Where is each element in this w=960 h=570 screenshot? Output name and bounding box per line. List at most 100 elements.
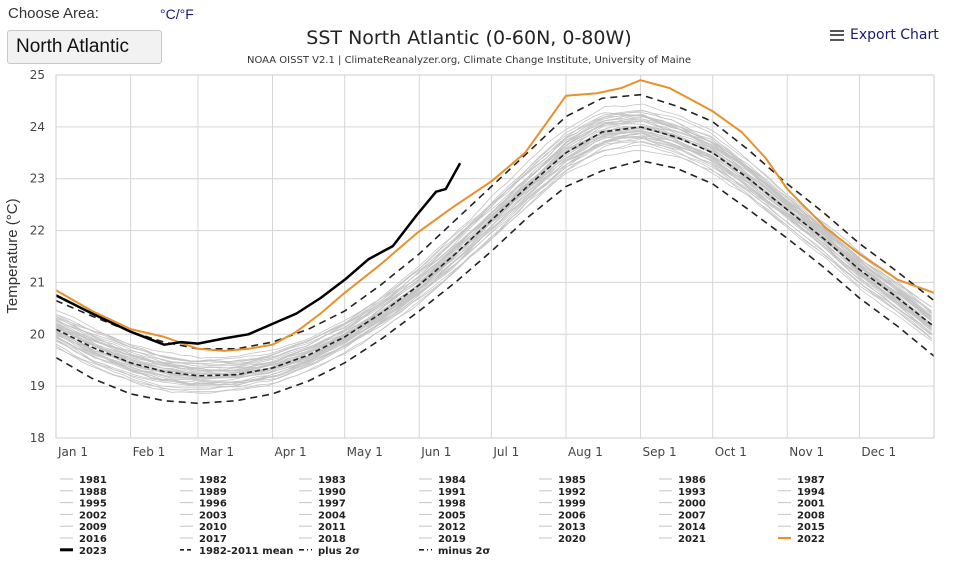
background-year-lines <box>55 103 932 394</box>
legend-item[interactable]: 2020 <box>539 534 586 545</box>
legend-item[interactable]: 2023 <box>60 546 107 557</box>
series-line-1989 <box>55 126 932 376</box>
x-tick-label: Apr 1 <box>274 445 306 459</box>
series-line-2011 <box>55 132 932 384</box>
legend-item[interactable]: 2019 <box>419 534 466 545</box>
legend-label: 1984 <box>438 475 466 486</box>
legend-item[interactable]: 1984 <box>419 475 466 486</box>
series-line-mean <box>55 126 935 377</box>
legend-item[interactable]: 2012 <box>419 522 466 533</box>
legend-item[interactable]: 2011 <box>299 522 346 533</box>
legend-item[interactable]: 2010 <box>180 522 227 533</box>
legend-item[interactable]: 2013 <box>539 522 586 533</box>
legend-item[interactable]: 2018 <box>299 534 346 545</box>
legend-item[interactable]: 1999 <box>539 499 586 510</box>
legend-label: 1999 <box>558 499 586 510</box>
legend-item[interactable]: 2009 <box>60 522 107 533</box>
legend-item[interactable]: minus 2σ <box>419 546 490 557</box>
legend-item[interactable]: 2008 <box>778 510 825 521</box>
legend-item[interactable]: plus 2σ <box>299 546 360 557</box>
series-line-1992 <box>55 138 932 386</box>
legend-item[interactable]: 1987 <box>778 475 825 486</box>
series-line-2001 <box>55 114 932 367</box>
legend-item[interactable]: 2003 <box>180 510 227 521</box>
legend-label: 2005 <box>438 510 466 521</box>
legend-item[interactable]: 2000 <box>659 499 706 510</box>
area-select[interactable]: North Atlantic <box>7 30 162 64</box>
x-tick-labels: Jan 1 Feb 1 Mar 1 Apr 1 May 1 Jun 1 Jul 1 Aug 1… <box>57 445 896 459</box>
legend-item[interactable]: 2006 <box>539 510 586 521</box>
legend-item[interactable]: 1982-2011 mean <box>180 546 293 557</box>
legend-item[interactable]: 1989 <box>180 487 227 498</box>
legend-item[interactable]: 1994 <box>778 487 825 498</box>
legend-item[interactable]: 2014 <box>659 522 706 533</box>
legend-item[interactable]: 2016 <box>60 534 107 545</box>
legend-label: 2018 <box>318 534 346 545</box>
export-chart-button[interactable]: Export Chart <box>830 27 939 43</box>
legend-item[interactable]: 1996 <box>180 499 227 510</box>
legend-label: 2010 <box>199 522 227 533</box>
legend-item[interactable]: 1990 <box>299 487 346 498</box>
legend-item[interactable]: 1981 <box>60 475 107 486</box>
legend-item[interactable]: 1982 <box>180 475 227 486</box>
legend-label: 1992 <box>558 487 586 498</box>
highlight-lines <box>55 79 935 405</box>
legend-label: 1997 <box>318 499 346 510</box>
legend-item[interactable]: 1991 <box>419 487 466 498</box>
hamburger-menu-icon <box>830 29 844 41</box>
legend-item[interactable]: 1993 <box>659 487 706 498</box>
series-line-2003 <box>55 127 932 380</box>
legend-item[interactable]: 1998 <box>419 499 466 510</box>
legend-label: 2008 <box>797 510 825 521</box>
x-tick-label: Feb 1 <box>133 445 166 459</box>
legend-item[interactable]: 2002 <box>60 510 107 521</box>
legend-label: 2016 <box>79 534 107 545</box>
y-tick-label: 21 <box>30 275 45 289</box>
legend-item[interactable]: 2001 <box>778 499 825 510</box>
legend-item[interactable]: 2007 <box>659 510 706 521</box>
series-line-2010 <box>55 128 932 378</box>
legend-label: 1987 <box>797 475 825 486</box>
legend-label: 2017 <box>199 534 227 545</box>
legend-item[interactable]: 2005 <box>419 510 466 521</box>
legend-item[interactable]: 2004 <box>299 510 346 521</box>
legend-label: 1988 <box>79 487 107 498</box>
legend-item[interactable]: 2015 <box>778 522 825 533</box>
legend-item[interactable]: 1985 <box>539 475 586 486</box>
legend-label: 2007 <box>678 510 706 521</box>
legend-item[interactable]: 1997 <box>299 499 346 510</box>
series-line-2005 <box>55 135 932 386</box>
series-line-1998 <box>55 136 932 385</box>
y-tick-labels: 18 19 20 21 22 23 24 25 <box>30 68 45 445</box>
series-line-2002 <box>55 118 932 375</box>
y-tick-label: 25 <box>30 68 45 82</box>
legend-label: 1993 <box>678 487 706 498</box>
legend-label: 2019 <box>438 534 466 545</box>
series-line-1987 <box>55 144 932 393</box>
series-line-2019 <box>55 110 932 363</box>
x-tick-label: Nov 1 <box>789 445 824 459</box>
series-line-1983 <box>55 126 932 378</box>
legend-label: 2011 <box>318 522 346 533</box>
legend-label: 1991 <box>438 487 466 498</box>
legend-item[interactable]: 2021 <box>659 534 706 545</box>
export-chart-label: Export Chart <box>850 27 939 43</box>
legend-item[interactable]: 2017 <box>180 534 227 545</box>
series-line-2016 <box>55 125 932 378</box>
legend-item[interactable]: 1988 <box>60 487 107 498</box>
legend-item[interactable]: 1986 <box>659 475 706 486</box>
legend-label: 1998 <box>438 499 466 510</box>
legend-item[interactable]: 1992 <box>539 487 586 498</box>
y-tick-label: 18 <box>30 431 45 445</box>
legend-item[interactable]: 1983 <box>299 475 346 486</box>
legend-label: 2015 <box>797 522 825 533</box>
series-line-1985 <box>55 135 932 385</box>
choose-area-label: Choose Area: <box>8 5 99 22</box>
legend-item[interactable]: 2022 <box>778 534 825 545</box>
legend-item[interactable]: 1995 <box>60 499 107 510</box>
series-line-2007 <box>55 120 932 369</box>
series-line-2008 <box>55 123 932 372</box>
x-tick-label: Jun 1 <box>420 445 451 459</box>
unit-toggle-link[interactable]: °C/°F <box>160 6 194 22</box>
